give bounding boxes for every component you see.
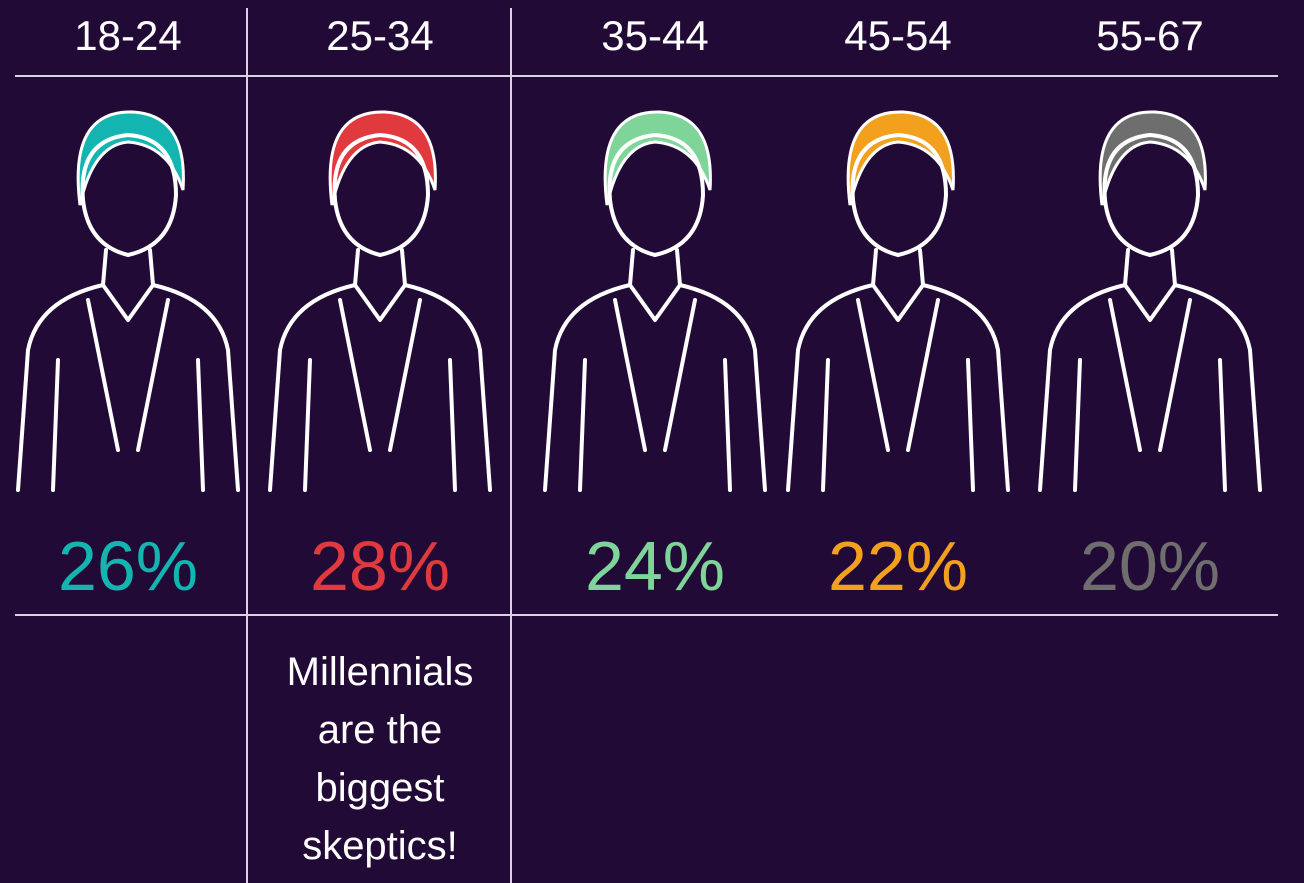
- hair: [1098, 110, 1207, 206]
- person-figure: [543, 110, 767, 492]
- note-line: skeptics!: [302, 824, 458, 868]
- age-label: 55-67: [1096, 12, 1203, 59]
- hair: [846, 110, 955, 206]
- figure-outline: [543, 133, 767, 492]
- percent-value: 22%: [828, 527, 968, 605]
- person-figure: [786, 110, 1010, 492]
- figure-outline: [1038, 133, 1262, 492]
- hair: [603, 110, 712, 206]
- percent-value: 24%: [585, 527, 725, 605]
- figure-outline: [268, 133, 492, 492]
- age-label: 35-44: [601, 12, 708, 59]
- age-label: 45-54: [844, 12, 951, 59]
- person-figure: [268, 110, 492, 492]
- note-line: are the: [318, 708, 443, 752]
- figure-outline: [16, 133, 240, 492]
- person-figure: [1038, 110, 1262, 492]
- note-line: biggest: [316, 766, 445, 810]
- person-figure: [16, 110, 240, 492]
- hair: [76, 110, 185, 206]
- figure-outline: [786, 133, 1010, 492]
- columns: 18-24 26% 25-34 28% 35-44 24% 45-54 22% 55-67 20%…: [16, 12, 1262, 868]
- percent-value: 28%: [310, 527, 450, 605]
- age-label: 25-34: [326, 12, 433, 59]
- percent-value: 20%: [1080, 527, 1220, 605]
- hair: [328, 110, 437, 206]
- age-label: 18-24: [74, 12, 181, 59]
- percent-value: 26%: [58, 527, 198, 605]
- note-line: Millennials: [287, 650, 474, 694]
